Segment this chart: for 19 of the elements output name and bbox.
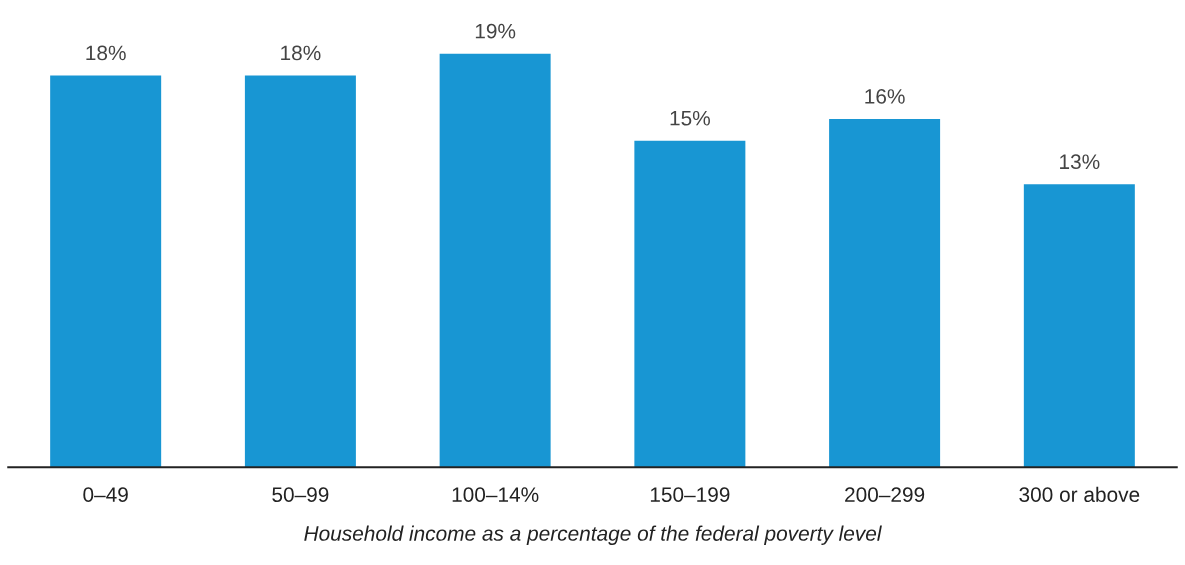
bar: [439, 53, 551, 468]
bar: [244, 75, 356, 468]
data-label: 16%: [865, 89, 905, 104]
data-label: 19%: [475, 23, 516, 39]
bar: [829, 119, 941, 468]
x-tick-label: 150–199: [650, 487, 730, 502]
x-tick-label: 200–299: [845, 487, 925, 502]
data-label: 13%: [1060, 154, 1100, 170]
data-label: 18%: [281, 45, 321, 61]
x-tick-label: 100–14%: [452, 487, 539, 502]
bar: [634, 140, 746, 468]
bar: [1023, 184, 1135, 468]
x-tick-label: 0–49: [83, 487, 128, 502]
x-axis-title: Household income as a percentage of the federal poverty level: [304, 525, 882, 545]
data-label: 18%: [86, 45, 126, 61]
x-tick-label: 300 or above: [1019, 486, 1140, 502]
bar: [50, 75, 162, 468]
x-tick-label: 50–99: [272, 487, 329, 502]
data-label: 15%: [670, 110, 710, 126]
